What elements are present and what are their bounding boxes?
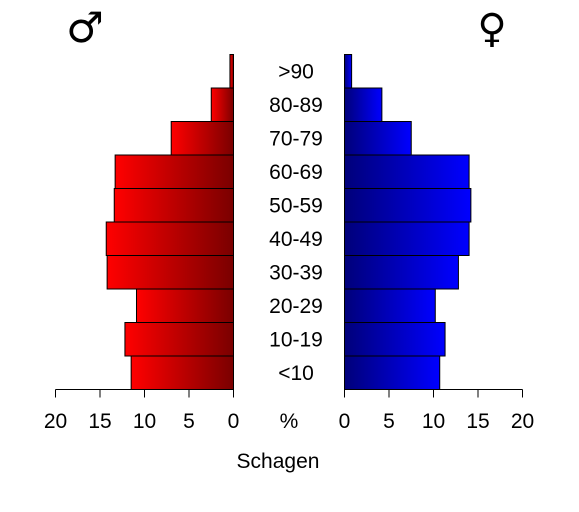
age-group-label: 60-69 <box>269 161 323 184</box>
female-bar <box>344 288 436 323</box>
female-bars <box>344 54 472 390</box>
female-axis-tick-label: 5 <box>383 410 395 433</box>
age-group-label: 30-39 <box>269 261 323 284</box>
female-bar <box>344 255 459 290</box>
male-bar <box>105 221 234 256</box>
male-bar <box>114 154 234 189</box>
age-group-label: 40-49 <box>269 228 323 251</box>
age-group-labels: <10 10-19 20-29 30-39 40-49 50-59 60-69 70-79 80… <box>269 60 323 385</box>
male-axis: 20 15 10 5 0 <box>44 389 240 433</box>
female-bar <box>344 355 441 390</box>
age-group-label: >90 <box>278 60 314 83</box>
female-axis-tick-label: 20 <box>511 410 534 433</box>
female-bar <box>344 154 470 189</box>
male-bar <box>124 322 234 357</box>
female-bar <box>344 87 383 122</box>
x-axis-title: Schagen <box>237 450 320 473</box>
female-bar <box>344 54 353 89</box>
female-bar <box>344 188 472 223</box>
age-group-label: 80-89 <box>269 94 323 117</box>
male-symbol: ♂ <box>66 3 104 52</box>
female-bar <box>344 121 412 156</box>
female-axis-tick-label: 15 <box>466 410 489 433</box>
age-group-label: 20-29 <box>269 295 323 318</box>
unit-label: % <box>280 410 299 433</box>
male-axis-tick-label: 10 <box>133 410 156 433</box>
age-group-label: 70-79 <box>269 127 323 150</box>
male-bar <box>106 255 234 290</box>
male-axis-tick-label: 5 <box>183 410 195 433</box>
female-bar <box>344 322 446 357</box>
male-bar <box>229 54 235 89</box>
age-group-label: 50-59 <box>269 194 323 217</box>
male-bar <box>113 188 234 223</box>
male-bar <box>135 288 235 323</box>
male-bars <box>105 54 235 390</box>
male-axis-tick-label: 15 <box>88 410 111 433</box>
female-symbol: ♀ <box>477 6 506 52</box>
age-group-label: <10 <box>278 362 314 385</box>
female-axis-tick-label: 10 <box>422 410 445 433</box>
male-bar <box>170 121 234 156</box>
female-axis: 0 5 10 15 20 <box>339 389 534 433</box>
male-axis-tick-label: 20 <box>44 410 67 433</box>
age-group-label: 10-19 <box>269 328 323 351</box>
male-bar <box>130 355 234 390</box>
female-bar <box>344 221 470 256</box>
male-bar <box>210 87 234 122</box>
female-axis-tick-label: 0 <box>339 410 351 433</box>
male-axis-tick-label: 0 <box>228 410 240 433</box>
